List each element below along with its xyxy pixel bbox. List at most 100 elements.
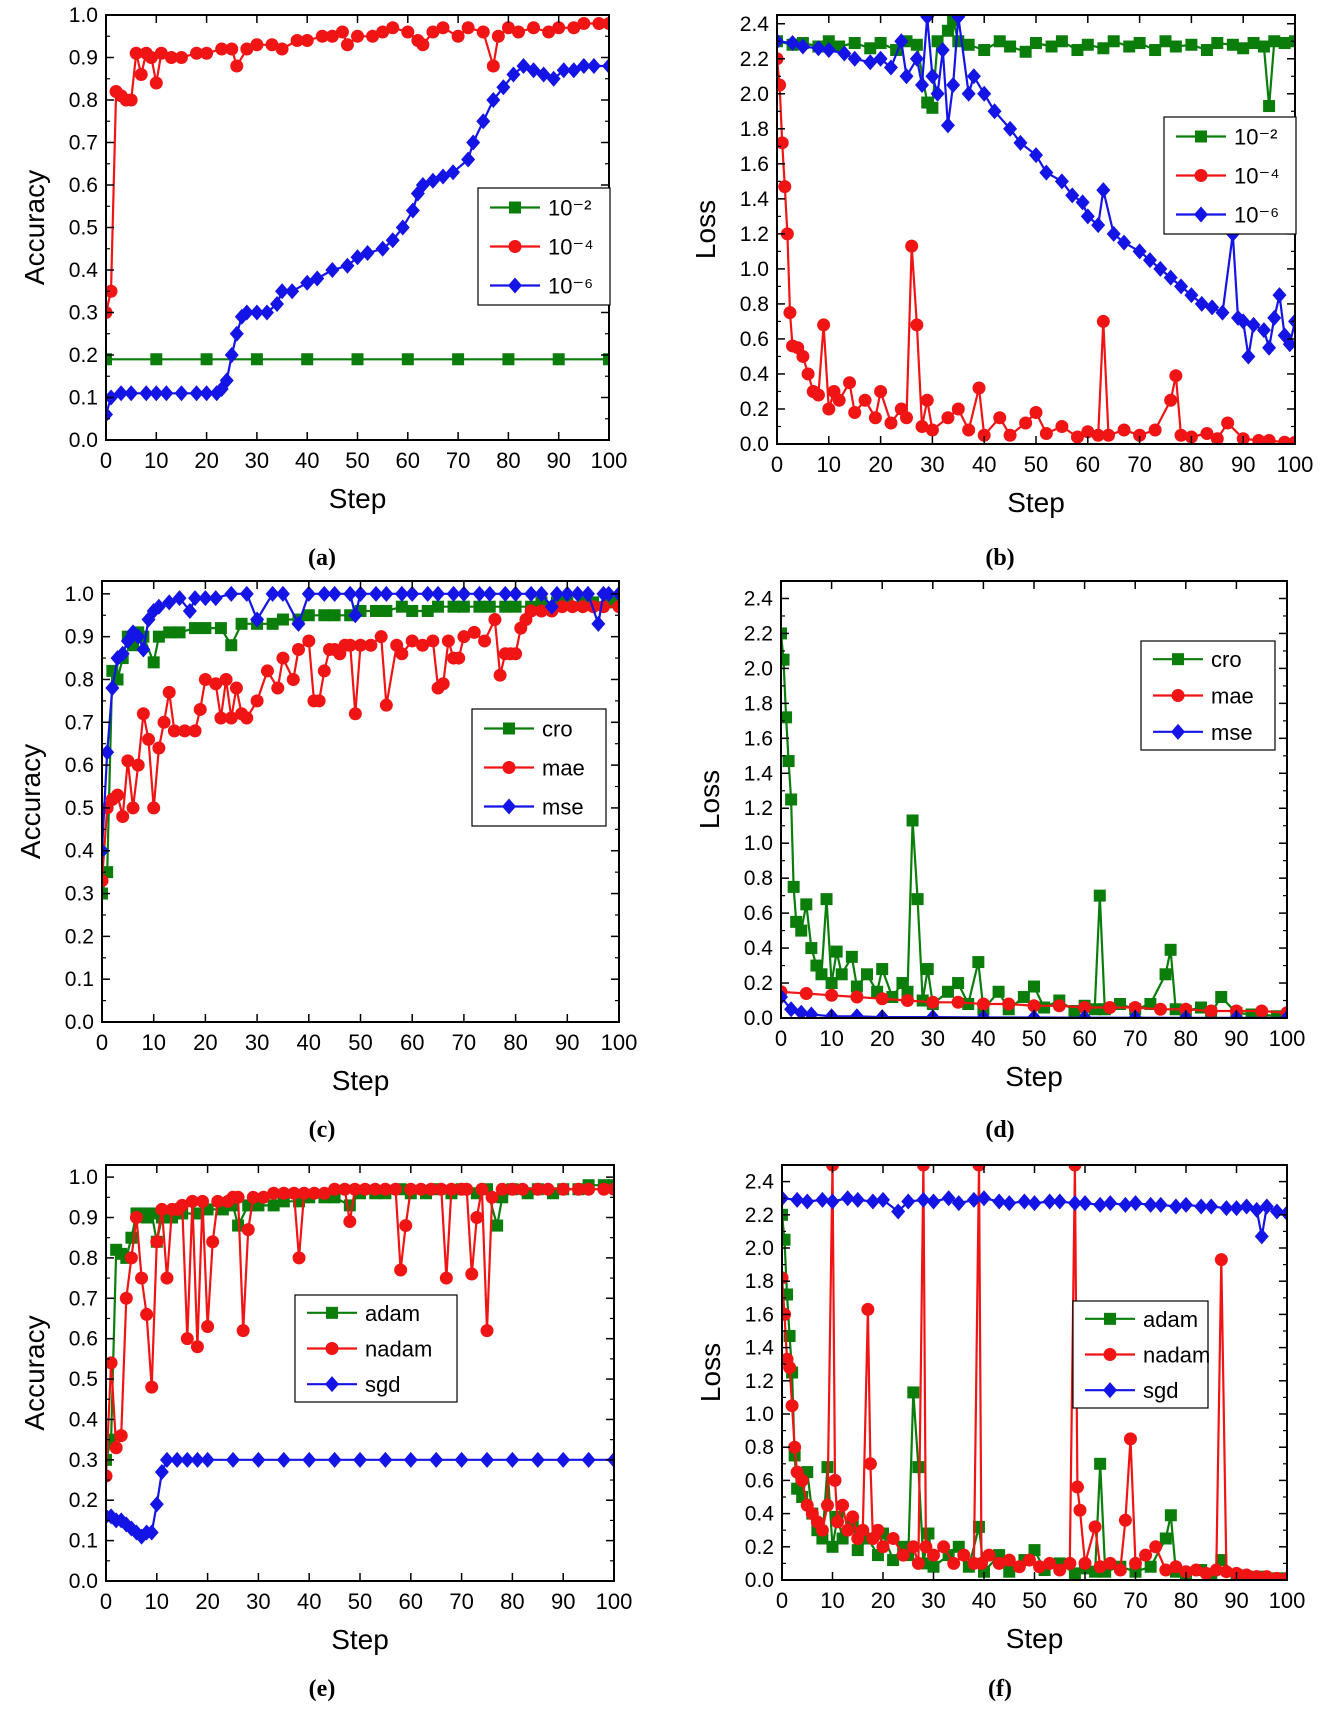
point-nadam-33 xyxy=(292,1251,306,1265)
point-10⁻⁴-37 xyxy=(1029,405,1043,419)
point-cro-8 xyxy=(800,898,813,911)
plot-area-f xyxy=(782,1165,1287,1580)
point-10⁻⁴-50 xyxy=(592,17,606,30)
point-10⁻²-11 xyxy=(910,38,923,51)
point-cro-35 xyxy=(473,600,486,613)
point-adam-49 xyxy=(1164,1509,1177,1522)
point-sgd-29 xyxy=(530,1451,545,1468)
point-nadam-3 xyxy=(114,1429,128,1443)
point-cro-11 xyxy=(163,626,176,639)
series-mae xyxy=(781,985,1287,1018)
y-tick-label: 0.8 xyxy=(745,1436,774,1459)
point-mae-45 xyxy=(379,698,393,712)
point-sgd-26 xyxy=(454,1451,469,1468)
y-tick-label: 0.1 xyxy=(69,1530,98,1553)
point-10⁻⁶-50 xyxy=(1246,316,1261,333)
series-10⁻⁶ xyxy=(106,58,609,423)
y-tick-label: 1.2 xyxy=(744,797,773,820)
point-cro-28 xyxy=(380,604,393,617)
point-cro-27 xyxy=(370,604,383,617)
point-nadam-45 xyxy=(394,1263,408,1277)
point-sgd-9 xyxy=(891,1203,906,1220)
point-nadam-34 xyxy=(947,1556,961,1570)
point-mae-70 xyxy=(565,600,579,614)
point-mae-74 xyxy=(612,600,619,614)
point-nadam-37 xyxy=(328,1182,342,1196)
point-nadam-7 xyxy=(135,1271,149,1285)
point-sgd-33 xyxy=(1194,1198,1209,1215)
point-10⁻⁶-11 xyxy=(899,68,914,85)
point-nadam-67 xyxy=(1214,1253,1228,1267)
point-mae-63 xyxy=(509,647,523,661)
point-10⁻⁴-41 xyxy=(486,59,500,73)
legend: adam nadam sgd xyxy=(1072,1300,1210,1409)
x-tick-label: 70 xyxy=(1127,452,1151,477)
x-tick-label: 100 xyxy=(1269,1588,1306,1613)
point-10⁻⁶-4 xyxy=(821,42,836,59)
point-10⁻⁴-24 xyxy=(905,239,919,253)
point-10⁻⁴-13 xyxy=(174,51,188,64)
point-10⁻²-24 xyxy=(1045,40,1058,53)
point-nadam-51 xyxy=(1078,1556,1092,1570)
point-10⁻⁴-50 xyxy=(1174,428,1188,442)
point-cro-16 xyxy=(225,639,238,652)
point-10⁻⁴-4 xyxy=(780,227,794,241)
point-10⁻⁴-49 xyxy=(1169,369,1183,383)
point-10⁻⁶-24 xyxy=(325,262,340,278)
point-10⁻⁴-45 xyxy=(527,21,541,35)
legend-label-cro: cro xyxy=(542,717,573,742)
point-10⁻⁴-48 xyxy=(567,21,581,35)
point-10⁻⁴-31 xyxy=(962,423,976,437)
y-tick-label: 0.9 xyxy=(69,47,98,70)
x-tick-label: 0 xyxy=(775,1026,787,1051)
point-10⁻⁶-33 xyxy=(1091,217,1106,234)
legend-marker-10⁻⁶ xyxy=(1194,206,1208,223)
point-10⁻⁶-5 xyxy=(149,385,164,402)
point-mae-35 xyxy=(317,664,331,678)
point-cro-12 xyxy=(820,893,833,906)
point-mse-11 xyxy=(151,598,166,615)
point-10⁻⁴-38 xyxy=(451,29,465,43)
y-axis-label: Loss xyxy=(690,200,721,259)
point-10⁻⁴-45 xyxy=(1117,423,1131,437)
point-10⁻⁴-51 xyxy=(602,17,609,30)
point-10⁻²-7 xyxy=(452,353,465,366)
point-nadam-34 xyxy=(297,1186,311,1200)
point-10⁻⁶-27 xyxy=(1029,147,1043,164)
legend-label-10⁻⁴: 10⁻⁴ xyxy=(1234,164,1280,189)
point-10⁻⁴-8 xyxy=(796,349,810,363)
point-nadam-61 xyxy=(1159,1563,1173,1577)
point-10⁻²-36 xyxy=(1200,44,1213,57)
x-tick-label: 70 xyxy=(449,1589,473,1614)
point-mae-21 xyxy=(219,672,233,686)
point-10⁻⁶-41 xyxy=(1174,278,1189,295)
point-nadam-50 xyxy=(1073,1503,1087,1517)
point-mae-5 xyxy=(901,994,914,1008)
legend-label-cro: cro xyxy=(1211,647,1242,672)
series-mse xyxy=(102,585,619,859)
point-mse-8 xyxy=(136,641,151,658)
point-cro-33 xyxy=(447,600,460,613)
point-10⁻⁴-33 xyxy=(401,25,415,39)
point-sgd-16 xyxy=(977,1190,991,1207)
point-adam-18 xyxy=(232,1219,245,1232)
x-tick-label: 50 xyxy=(1024,452,1048,477)
point-mae-55 xyxy=(452,651,466,665)
legend-marker-adam xyxy=(326,1306,338,1319)
x-tick-label: 80 xyxy=(496,448,520,473)
point-nadam-35 xyxy=(957,1548,971,1562)
point-10⁻²-27 xyxy=(1081,38,1094,51)
point-adam-40 xyxy=(1068,1567,1081,1580)
point-10⁻⁶-45 xyxy=(1215,304,1230,321)
point-nadam-69 xyxy=(607,1182,614,1196)
y-tick-label: 0.7 xyxy=(69,1287,98,1310)
point-10⁻⁴-44 xyxy=(1102,428,1116,442)
x-tick-label: 80 xyxy=(1179,452,1203,477)
legend-marker-nadam xyxy=(1103,1348,1117,1361)
point-10⁻²-3 xyxy=(250,353,263,366)
point-nadam-24 xyxy=(871,1523,885,1537)
point-nadam-15 xyxy=(831,1515,845,1529)
point-mae-25 xyxy=(240,711,254,725)
point-10⁻⁴-32 xyxy=(386,21,400,35)
